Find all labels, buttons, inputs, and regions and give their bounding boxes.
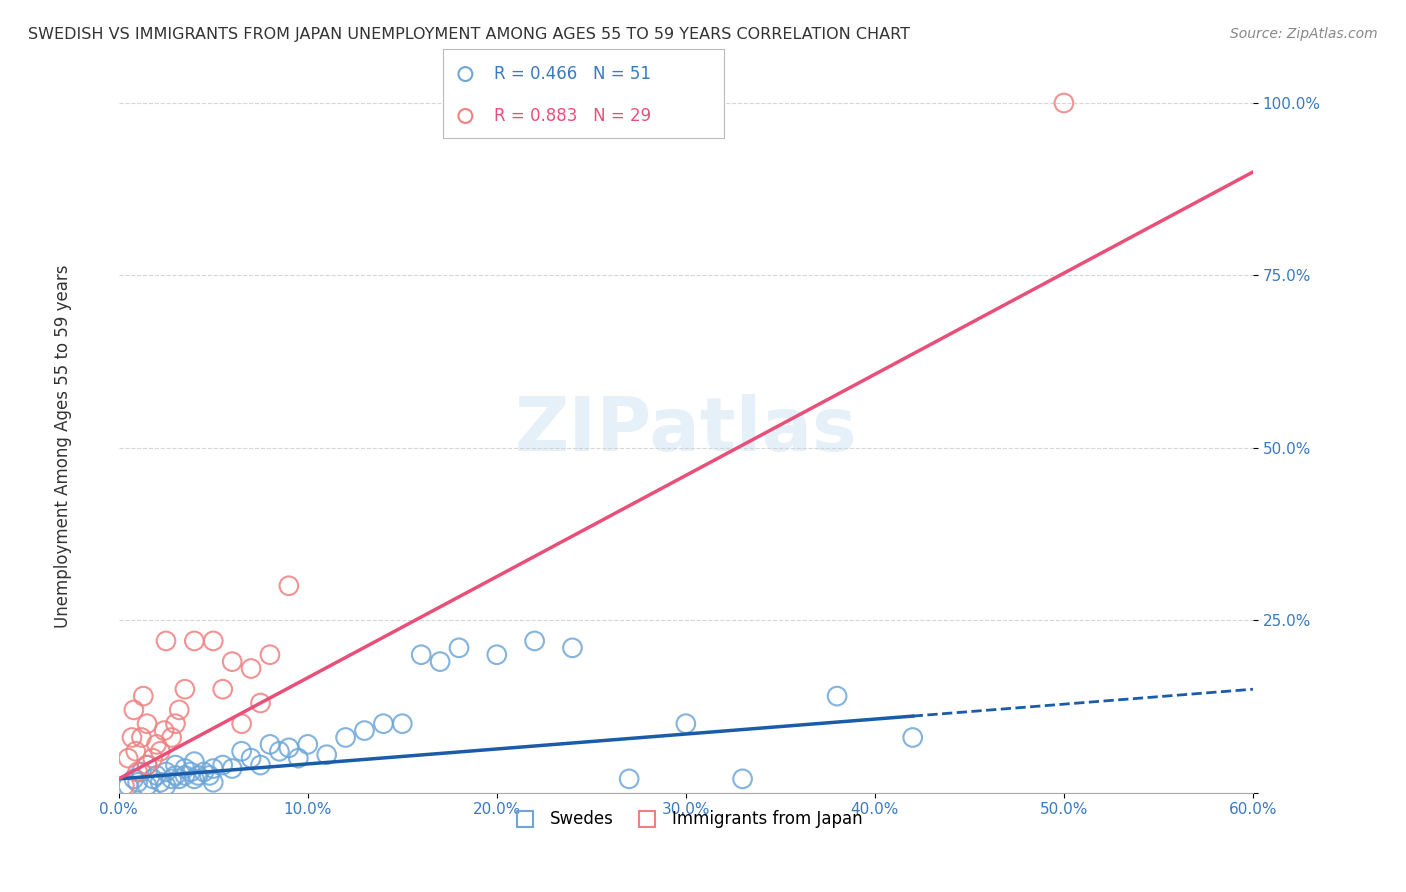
Point xyxy=(132,689,155,703)
Point xyxy=(131,764,153,779)
Point xyxy=(447,640,470,655)
Text: ZIPatlas: ZIPatlas xyxy=(515,394,858,467)
Legend: Swedes, Immigrants from Japan: Swedes, Immigrants from Japan xyxy=(502,804,870,835)
Point xyxy=(411,648,433,662)
Point xyxy=(221,655,243,669)
Point xyxy=(259,738,281,752)
Point xyxy=(231,716,253,731)
Point xyxy=(121,731,143,745)
Point xyxy=(287,751,309,765)
Point xyxy=(240,751,263,765)
Point xyxy=(277,740,299,755)
Point xyxy=(145,768,167,782)
Point xyxy=(112,779,135,793)
Point xyxy=(675,716,697,731)
Point xyxy=(211,758,233,772)
Point xyxy=(231,744,253,758)
Point xyxy=(174,762,197,776)
Point xyxy=(617,772,640,786)
Point xyxy=(145,738,167,752)
Point xyxy=(155,764,177,779)
Point xyxy=(1053,95,1076,110)
Point xyxy=(167,772,190,786)
Point xyxy=(561,640,583,655)
Point xyxy=(454,109,477,123)
Point xyxy=(523,634,546,648)
Point xyxy=(174,682,197,697)
Text: Source: ZipAtlas.com: Source: ZipAtlas.com xyxy=(1230,27,1378,41)
Point xyxy=(155,634,177,648)
Point xyxy=(183,634,205,648)
Point xyxy=(391,716,413,731)
Point xyxy=(187,768,209,782)
Point xyxy=(202,634,225,648)
Point xyxy=(353,723,375,738)
Point xyxy=(249,696,271,710)
Point xyxy=(202,775,225,789)
Point xyxy=(202,762,225,776)
Point xyxy=(731,772,754,786)
Point xyxy=(180,764,202,779)
Point xyxy=(165,768,187,782)
Point xyxy=(136,716,159,731)
Point xyxy=(315,747,337,762)
Point xyxy=(240,661,263,675)
Point xyxy=(454,67,477,81)
Point xyxy=(198,768,221,782)
Point xyxy=(174,768,197,782)
Point xyxy=(297,738,319,752)
Point xyxy=(136,779,159,793)
Point xyxy=(165,758,187,772)
Point xyxy=(149,775,172,789)
Text: R = 0.466   N = 51: R = 0.466 N = 51 xyxy=(494,65,651,83)
Point xyxy=(117,751,139,765)
Point xyxy=(127,764,149,779)
Point xyxy=(277,579,299,593)
Point xyxy=(136,758,159,772)
Point xyxy=(901,731,924,745)
Point xyxy=(149,744,172,758)
Point xyxy=(259,648,281,662)
Point xyxy=(142,772,165,786)
Point xyxy=(183,755,205,769)
Point xyxy=(269,744,291,758)
Point xyxy=(155,779,177,793)
Point xyxy=(122,703,145,717)
Point xyxy=(160,772,183,786)
Text: R = 0.883   N = 29: R = 0.883 N = 29 xyxy=(494,107,651,125)
Point xyxy=(136,758,159,772)
Point xyxy=(160,731,183,745)
Point xyxy=(193,764,215,779)
Point xyxy=(221,762,243,776)
Point xyxy=(127,775,149,789)
Point xyxy=(373,716,395,731)
Point xyxy=(117,779,139,793)
Point xyxy=(122,772,145,786)
Point xyxy=(825,689,848,703)
Point xyxy=(131,731,153,745)
Point xyxy=(167,703,190,717)
Point xyxy=(429,655,451,669)
Point xyxy=(485,648,508,662)
Point xyxy=(249,758,271,772)
Point xyxy=(211,682,233,697)
Point xyxy=(335,731,357,745)
Text: SWEDISH VS IMMIGRANTS FROM JAPAN UNEMPLOYMENT AMONG AGES 55 TO 59 YEARS CORRELAT: SWEDISH VS IMMIGRANTS FROM JAPAN UNEMPLO… xyxy=(28,27,910,42)
Point xyxy=(125,744,148,758)
Text: Unemployment Among Ages 55 to 59 years: Unemployment Among Ages 55 to 59 years xyxy=(55,264,72,628)
Point xyxy=(183,772,205,786)
Point xyxy=(165,716,187,731)
Point xyxy=(142,751,165,765)
Point xyxy=(153,723,176,738)
